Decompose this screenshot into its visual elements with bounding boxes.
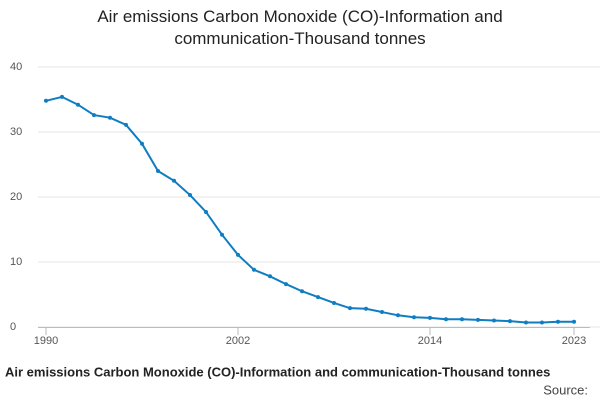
data-point (396, 313, 400, 318)
data-point (364, 306, 368, 311)
series-line (45, 95, 574, 324)
data-point (268, 274, 272, 279)
data-point (140, 141, 144, 146)
y-tick-label: 20 (10, 191, 22, 203)
data-point (188, 193, 192, 198)
data-point (92, 113, 96, 118)
source: Source: (543, 382, 588, 397)
x-tick-label: 1990 (34, 335, 58, 347)
x-tick-label: 2023 (562, 335, 586, 347)
data-point (332, 300, 336, 305)
data-point (236, 252, 240, 257)
data-point (300, 289, 304, 294)
chart-title: Air emissions Carbon Monoxide (CO)-Infor… (97, 7, 503, 48)
data-point (204, 209, 208, 214)
data-point (412, 315, 416, 320)
data-point (348, 306, 352, 311)
data-point (444, 317, 448, 322)
data-point (284, 282, 288, 287)
data-point (76, 102, 80, 107)
data-point (476, 317, 480, 322)
data-point (220, 232, 224, 237)
data-point (316, 295, 320, 300)
series-label: Air emissions Carbon Monoxide (CO)-Infor… (5, 364, 550, 379)
data-point (508, 319, 512, 324)
data-point (124, 122, 128, 127)
x-tick-label: 2002 (226, 335, 250, 347)
x-tick-label: 2014 (418, 335, 442, 347)
data-point (172, 178, 176, 183)
data-point (492, 318, 496, 323)
data-point (556, 319, 560, 324)
data-point (380, 310, 384, 315)
data-point (572, 319, 576, 324)
data-point (60, 94, 64, 99)
y-tick-label: 10 (10, 256, 22, 268)
y-tick-label: 30 (10, 126, 22, 138)
data-point (540, 320, 544, 325)
y-tick-label: 40 (10, 61, 22, 73)
data-point (524, 320, 528, 325)
data-point (428, 315, 432, 320)
data-point (156, 169, 160, 173)
data-point (252, 267, 256, 272)
data-point (44, 98, 48, 103)
y-tick-label: 0 (10, 321, 16, 333)
data-point (108, 115, 112, 120)
data-point (460, 317, 464, 322)
